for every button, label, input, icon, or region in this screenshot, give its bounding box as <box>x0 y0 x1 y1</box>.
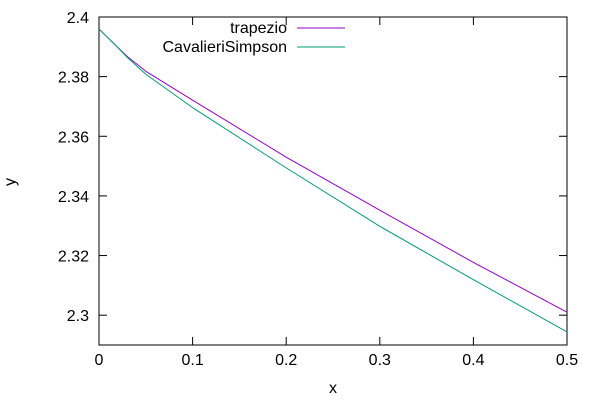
y-tick-label: 2.3 <box>67 308 89 325</box>
y-tick-label: 2.4 <box>67 10 89 27</box>
y-tick-label: 2.32 <box>58 249 89 266</box>
ticks-layer: 0 0.1 0.2 0.3 0.4 0.5 2.3 2.32 2.34 2.36 2.38 2.4 <box>58 10 578 369</box>
x-tick-label: 0.4 <box>462 352 484 369</box>
x-tick-label: 0.3 <box>369 352 391 369</box>
x-tick-label: 0.1 <box>181 352 203 369</box>
x-axis-label: x <box>329 380 337 397</box>
legend: trapezio CavalieriSimpson <box>163 20 345 56</box>
series-line-trapezio <box>98 28 568 313</box>
series-layer <box>98 28 568 333</box>
y-tick-label: 2.38 <box>58 70 89 87</box>
legend-label: CavalieriSimpson <box>163 39 288 56</box>
x-tick-label: 0.2 <box>275 352 297 369</box>
legend-label: trapezio <box>230 20 287 37</box>
y-tick-label: 2.36 <box>58 129 89 146</box>
y-tick-label: 2.34 <box>58 189 89 206</box>
plot-frame <box>98 16 568 346</box>
x-tick-label: 0.5 <box>556 352 578 369</box>
x-tick-label: 0 <box>95 352 104 369</box>
series-line-CavalieriSimpson <box>98 28 568 333</box>
y-axis-label: y <box>2 178 19 186</box>
